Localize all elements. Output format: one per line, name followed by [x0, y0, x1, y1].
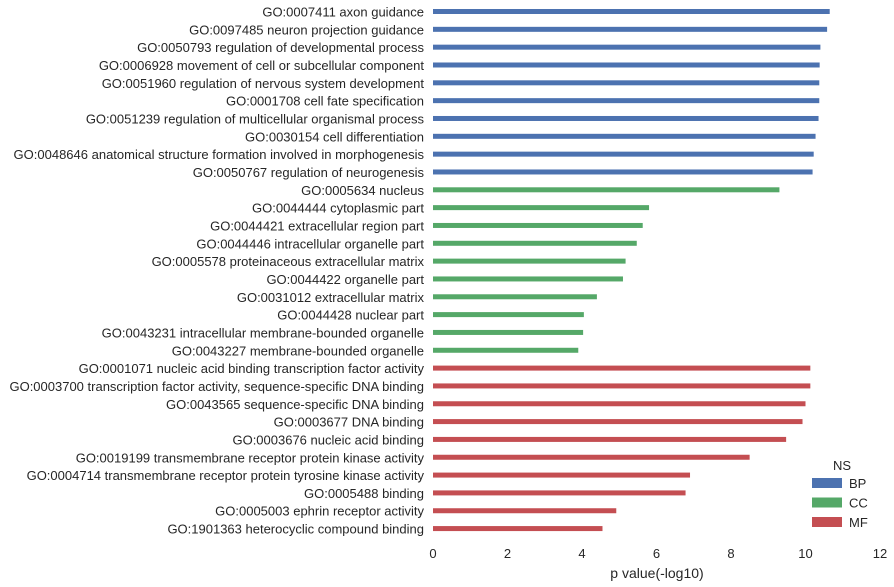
category-label: GO:0005003 ephrin receptor activity [215, 504, 424, 519]
bar-mf [433, 508, 617, 514]
bar-mf [433, 490, 686, 496]
category-label: GO:0050793 regulation of developmental p… [137, 40, 424, 55]
bar-cc [433, 312, 584, 318]
category-labels: GO:0007411 axon guidance GO:0097485 neuro… [9, 5, 424, 537]
category-label: GO:0006928 movement of cell or subcellul… [99, 58, 425, 73]
bar-cc [433, 240, 637, 246]
category-label: GO:0051239 regulation of multicellular o… [86, 111, 425, 126]
bar-mf [433, 365, 811, 371]
bar-cc [433, 329, 584, 335]
x-tick-label: 12 [873, 546, 887, 561]
bar-cc [433, 347, 579, 353]
bar-bp [433, 9, 830, 14]
category-label: GO:0005578 proteinaceous extracellular m… [152, 254, 425, 269]
bar-cc [433, 276, 623, 282]
category-label: GO:1901363 heterocyclic compound binding [167, 522, 424, 537]
category-label: GO:0044428 nuclear part [277, 308, 424, 323]
bar-bp [433, 151, 814, 157]
category-label: GO:0043227 membrane-bounded organelle [172, 343, 424, 358]
x-tick-label: 8 [727, 546, 734, 561]
category-label: GO:0097485 neuron projection guidance [189, 22, 424, 37]
legend-swatch-bp [812, 478, 842, 488]
bar-bp [433, 80, 820, 86]
bar-bp [433, 62, 820, 68]
category-label: GO:0043565 sequence-specific DNA binding [166, 397, 424, 412]
bar-bp [433, 44, 821, 50]
category-label: GO:0051960 regulation of nervous system … [102, 76, 425, 91]
category-label: GO:0003677 DNA binding [274, 415, 424, 430]
category-label: GO:0043231 intracellular membrane-bounde… [102, 325, 424, 340]
category-label: GO:0001708 cell fate specification [226, 94, 424, 109]
bar-mf [433, 454, 750, 460]
category-label: GO:0003676 nucleic acid binding [232, 432, 424, 447]
bar-mf [433, 436, 787, 442]
legend-label: BP [849, 476, 866, 491]
legend-swatch-cc [812, 497, 842, 508]
legend: NS BP CC MF [812, 458, 868, 530]
bar-mf [433, 401, 806, 407]
category-label: GO:0007411 axon guidance [262, 5, 424, 20]
x-tick-label: 6 [653, 546, 660, 561]
bar-mf [433, 526, 603, 532]
bar-bp [433, 133, 816, 139]
category-label: GO:0031012 extracellular matrix [237, 290, 425, 305]
bar-cc [433, 294, 597, 300]
legend-swatch-mf [812, 517, 842, 527]
category-label: GO:0005634 nucleus [301, 183, 424, 198]
x-axis: p value(-log10) 0 2 4 6 8 10 12 [429, 546, 887, 581]
bar-cc [433, 205, 650, 211]
category-label: GO:0050767 regulation of neurogenesis [193, 165, 425, 180]
bar-bp [433, 115, 819, 121]
bar-mf [433, 472, 691, 478]
x-axis-label: p value(-log10) [610, 565, 703, 581]
category-label: GO:0001071 nucleic acid binding transcri… [79, 361, 425, 376]
legend-label: MF [849, 515, 868, 530]
legend-title: NS [833, 458, 851, 473]
category-label: GO:0030154 cell differentiation [245, 129, 424, 144]
bar-bp [433, 98, 820, 104]
bar-bp [433, 26, 828, 32]
bar-cc [433, 258, 626, 264]
category-label: GO:0019199 transmembrane receptor protei… [76, 450, 425, 465]
legend-label: CC [849, 496, 868, 511]
x-tick-label: 10 [798, 546, 812, 561]
category-label: GO:0004714 transmembrane receptor protei… [27, 468, 425, 483]
bars-layer [433, 9, 830, 532]
x-tick-label: 0 [429, 546, 436, 561]
category-label: GO:0005488 binding [304, 486, 424, 501]
bar-cc [433, 222, 643, 228]
category-label: GO:0048646 anatomical structure formatio… [14, 147, 425, 162]
x-tick-label: 4 [578, 546, 585, 561]
bar-bp [433, 169, 813, 175]
bar-mf [433, 383, 811, 389]
bar-mf [433, 419, 803, 425]
bar-cc [433, 187, 780, 193]
category-label: GO:0003700 transcription factor activity… [9, 379, 424, 394]
category-label: GO:0044444 cytoplasmic part [252, 201, 424, 216]
category-label: GO:0044421 extracellular region part [210, 218, 424, 233]
x-tick-label: 2 [504, 546, 511, 561]
category-label: GO:0044422 organelle part [266, 272, 424, 287]
category-label: GO:0044446 intracellular organelle part [196, 236, 424, 251]
